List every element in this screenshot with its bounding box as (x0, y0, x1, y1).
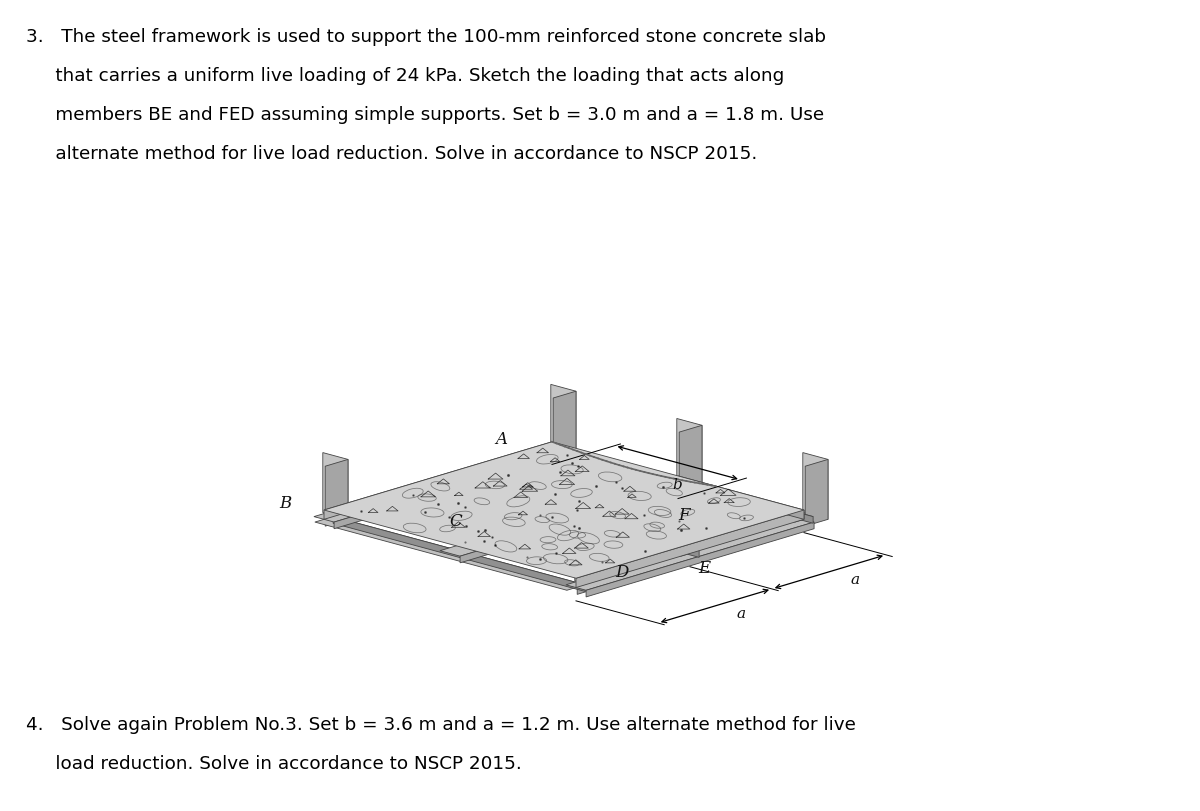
Text: members BE and FED assuming simple supports. Set b = 3.0 m and a = 1.8 m. Use: members BE and FED assuming simple suppo… (26, 106, 824, 124)
Polygon shape (553, 392, 576, 458)
Polygon shape (440, 483, 688, 556)
Text: F: F (678, 506, 690, 523)
Polygon shape (677, 419, 702, 496)
Text: D: D (614, 563, 629, 580)
Polygon shape (542, 448, 814, 522)
Text: load reduction. Solve in accordance to NSCP 2015.: load reduction. Solve in accordance to N… (26, 754, 522, 772)
Polygon shape (334, 454, 562, 529)
Polygon shape (679, 426, 702, 502)
Polygon shape (323, 453, 348, 520)
Text: B: B (280, 495, 292, 512)
Polygon shape (586, 522, 814, 597)
Polygon shape (460, 488, 688, 563)
Text: a: a (851, 573, 860, 586)
Polygon shape (805, 460, 828, 526)
Polygon shape (428, 483, 700, 556)
Polygon shape (566, 517, 814, 590)
Text: E: E (698, 560, 710, 577)
Polygon shape (562, 448, 814, 524)
Polygon shape (448, 483, 700, 558)
Polygon shape (678, 476, 804, 520)
Polygon shape (334, 517, 586, 592)
Polygon shape (577, 528, 600, 594)
Polygon shape (314, 448, 562, 522)
Text: 3.   The steel framework is used to support the 100-mm reinforced stone concrete: 3. The steel framework is used to suppor… (26, 28, 827, 46)
Polygon shape (324, 442, 804, 578)
Text: that carries a uniform live loading of 24 kPa. Sketch the loading that acts alon: that carries a uniform live loading of 2… (26, 67, 785, 85)
Text: a: a (737, 607, 746, 620)
Polygon shape (575, 521, 600, 588)
Polygon shape (314, 517, 586, 590)
Polygon shape (324, 442, 552, 520)
Text: b: b (673, 478, 683, 491)
Polygon shape (576, 510, 804, 588)
Polygon shape (803, 453, 828, 520)
Polygon shape (551, 385, 576, 452)
Text: C: C (450, 513, 462, 530)
Text: alternate method for live load reduction. Solve in accordance to NSCP 2015.: alternate method for live load reduction… (26, 145, 757, 163)
Polygon shape (325, 460, 348, 526)
Text: 4.   Solve again Problem No.3. Set b = 3.6 m and a = 1.2 m. Use alternate method: 4. Solve again Problem No.3. Set b = 3.6… (26, 715, 857, 733)
Text: A: A (496, 430, 508, 447)
